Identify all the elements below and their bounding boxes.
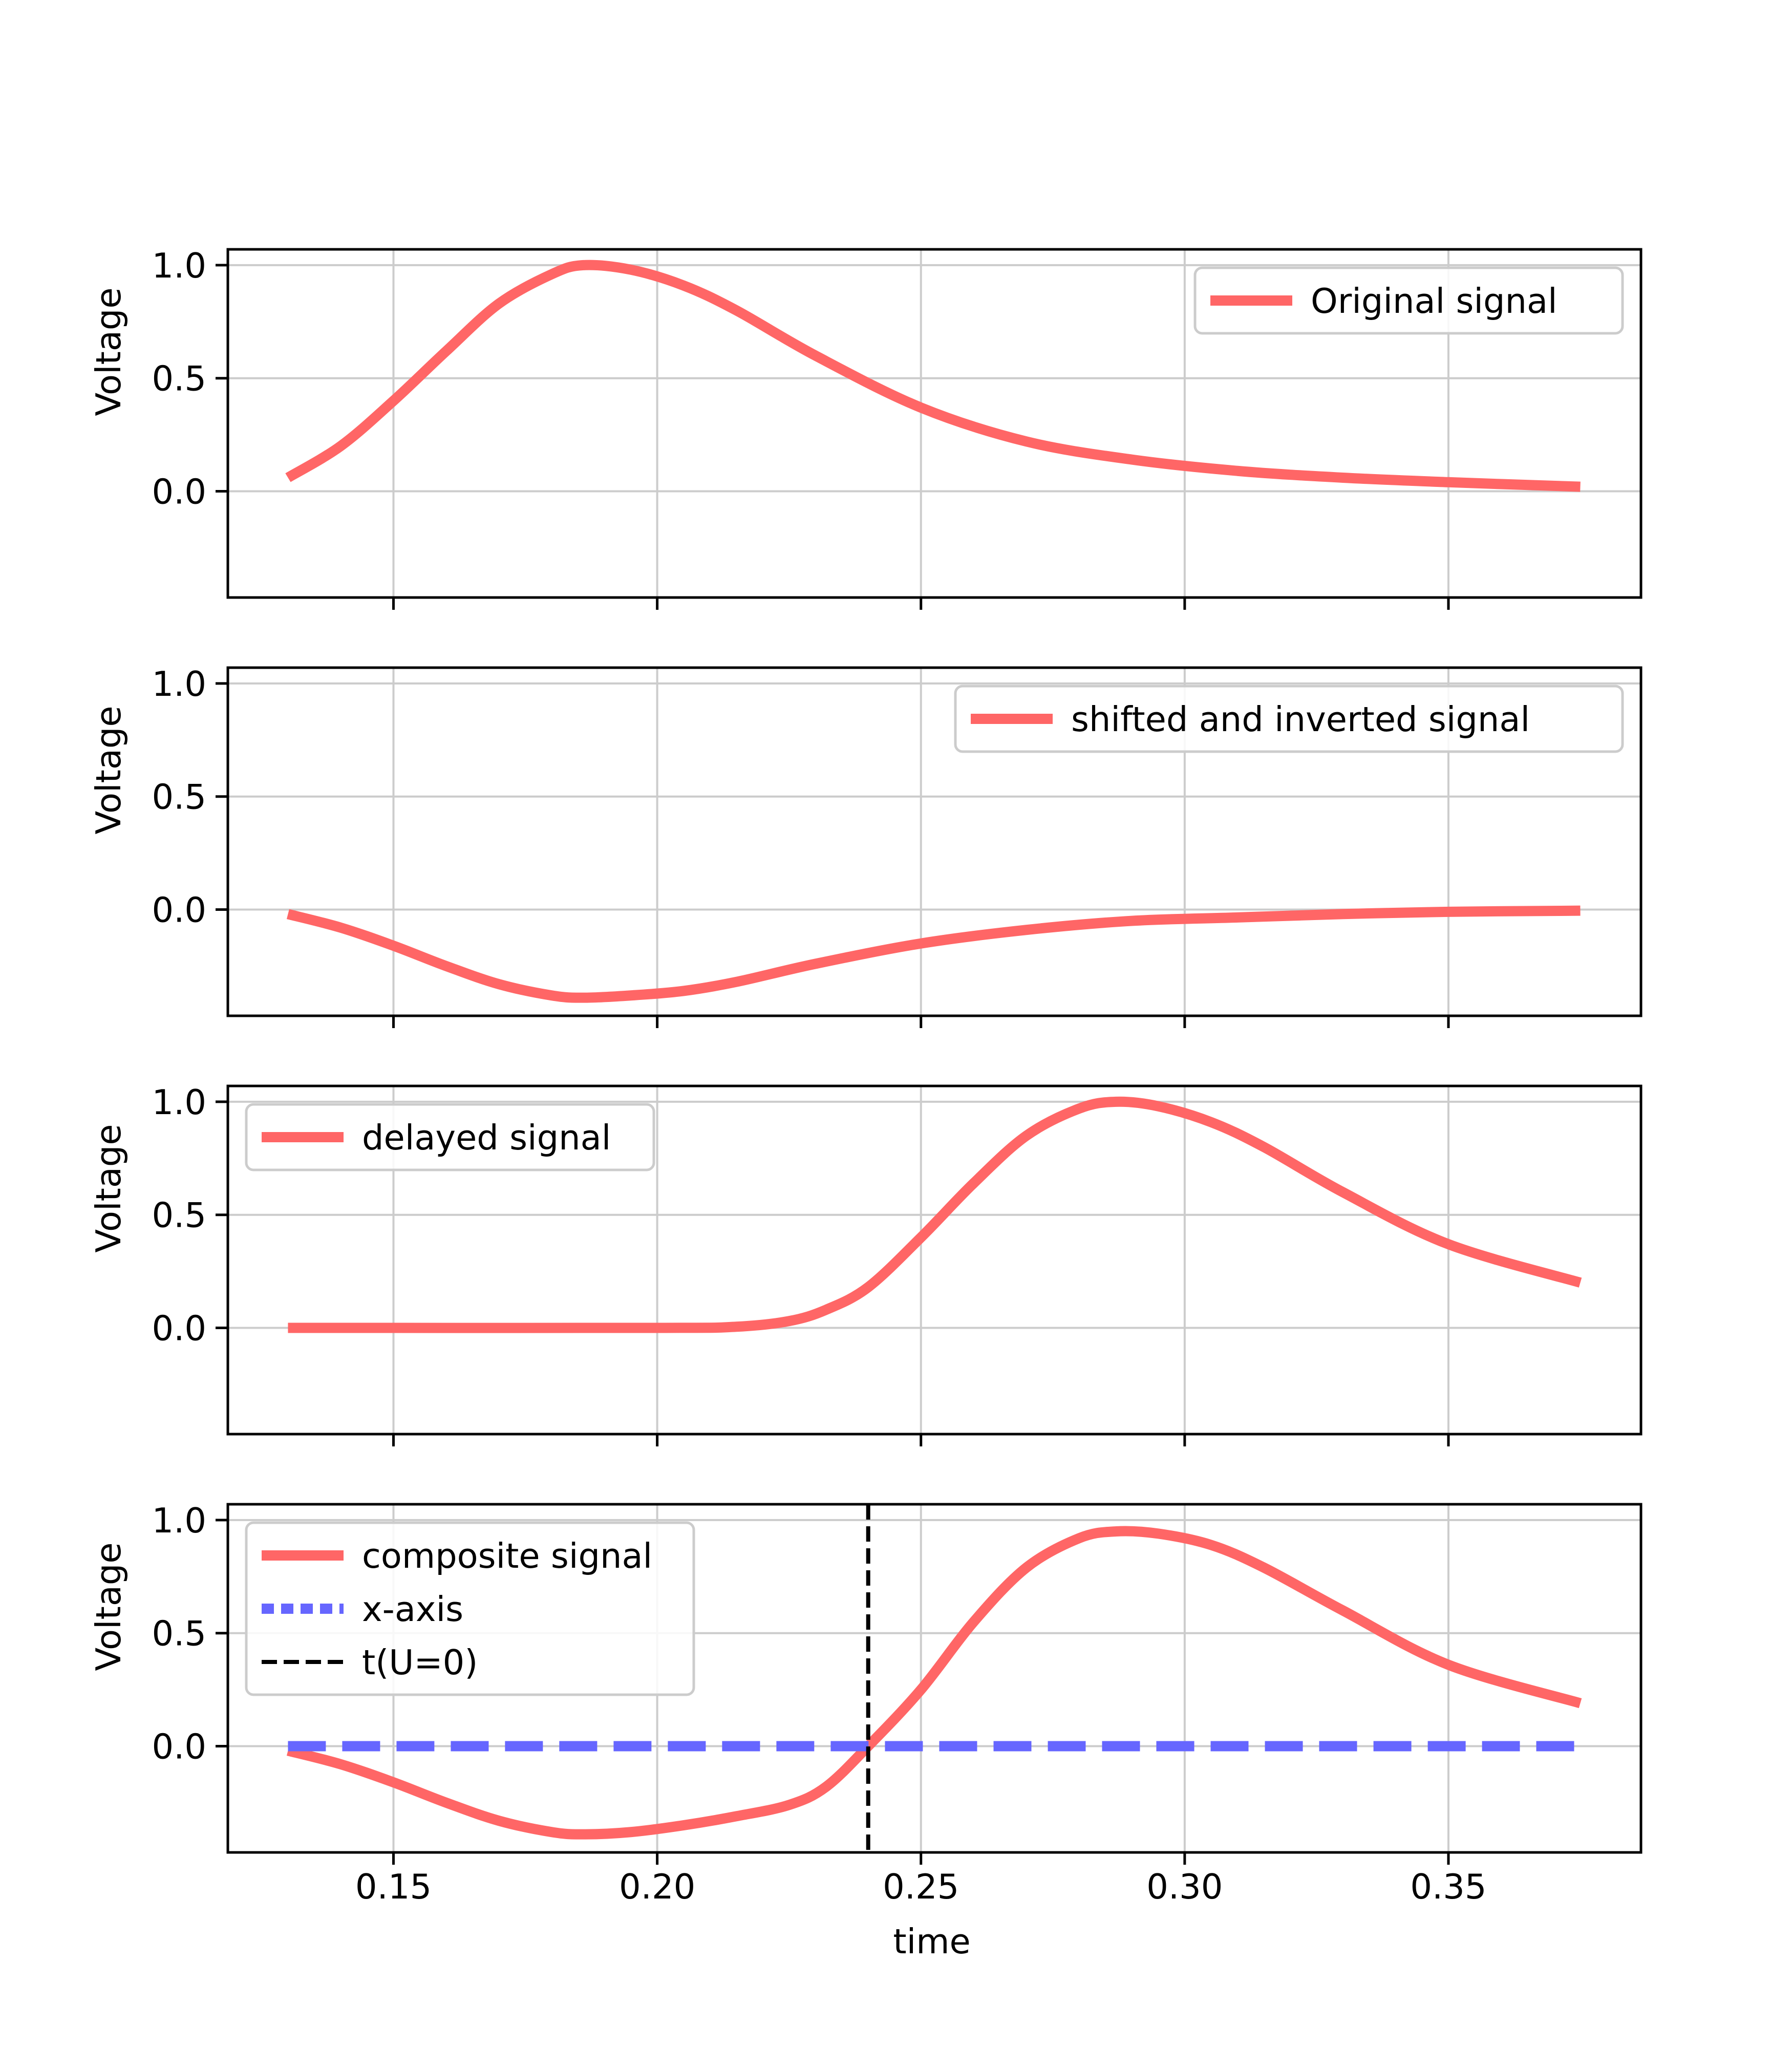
legend-box — [954, 685, 1624, 753]
legend: delayed signal — [245, 1103, 655, 1171]
axes-frame — [226, 1503, 1642, 1854]
subplot-4: 0.15 0.20 0.25 0.30 0.35 0.0 0.5 1.0 Voltage comp… — [89, 1501, 1642, 1907]
axes-frame — [226, 248, 1642, 599]
legend-label: delayed signal — [362, 1118, 611, 1158]
y-tick-label: 0.0 — [152, 890, 206, 930]
y-tick-label: 0.5 — [152, 1196, 206, 1235]
x-axis-title: time — [893, 1922, 970, 1961]
legend-label: t(U=0) — [362, 1642, 478, 1682]
legend: Original signal — [1193, 266, 1624, 335]
legend-box — [1193, 266, 1624, 335]
legend-label: x-axis — [362, 1589, 463, 1629]
axes-frame — [226, 1084, 1642, 1436]
legend-label: composite signal — [362, 1536, 652, 1576]
series-line — [288, 1096, 1582, 1333]
y-tick-label: 0.0 — [152, 472, 206, 511]
plot-area — [288, 1096, 1582, 1333]
plot-area — [286, 1504, 1582, 1852]
legend-label: shifted and inverted signal — [1071, 699, 1530, 739]
series-line — [285, 260, 1581, 492]
y-axis-label: Voltage — [89, 1124, 129, 1252]
y-tick-label: 1.0 — [152, 246, 206, 286]
x-tick-label: 0.15 — [355, 1867, 432, 1907]
y-tick-label: 1.0 — [152, 1082, 206, 1122]
plot-area — [286, 905, 1581, 1003]
plot-area — [285, 260, 1581, 492]
y-tick-label: 1.0 — [152, 1501, 206, 1541]
legend-label: Original signal — [1311, 281, 1558, 321]
x-tick-label: 0.25 — [883, 1867, 959, 1907]
y-tick-label: 0.5 — [152, 359, 206, 399]
y-tick-label: 1.0 — [152, 664, 206, 704]
y-tick-label: 0.0 — [152, 1308, 206, 1348]
legend-box — [245, 1103, 655, 1171]
series-line — [286, 905, 1581, 1003]
x-tick-label: 0.35 — [1410, 1867, 1486, 1907]
y-tick-label: 0.5 — [152, 777, 206, 817]
subplot-3: 0.0 0.5 1.0 Voltage delayed signal — [89, 1082, 1642, 1446]
y-axis-label: Voltage — [89, 706, 129, 834]
legend: shifted and inverted signal — [954, 685, 1624, 753]
subplot-2: 0.0 0.5 1.0 Voltage shifted and inverted sig… — [89, 664, 1642, 1028]
legend-box — [245, 1521, 695, 1696]
x-tick-label: 0.20 — [619, 1867, 695, 1907]
legend: composite signal x-axis t(U=0) — [245, 1521, 695, 1696]
y-axis-label: Voltage — [89, 287, 129, 416]
x-tick-label: 0.30 — [1146, 1867, 1223, 1907]
y-tick-label: 0.5 — [152, 1614, 206, 1654]
y-axis-label: Voltage — [89, 1542, 129, 1671]
axes-frame — [226, 666, 1642, 1017]
series-line — [286, 1526, 1582, 1840]
subplot-stack: 0.0 0.5 1.0 Voltage Original signal 0.0 0.5 1.0… — [89, 246, 1642, 1907]
y-tick-label: 0.0 — [152, 1726, 206, 1766]
subplot-1: 0.0 0.5 1.0 Voltage Original signal — [89, 246, 1642, 610]
